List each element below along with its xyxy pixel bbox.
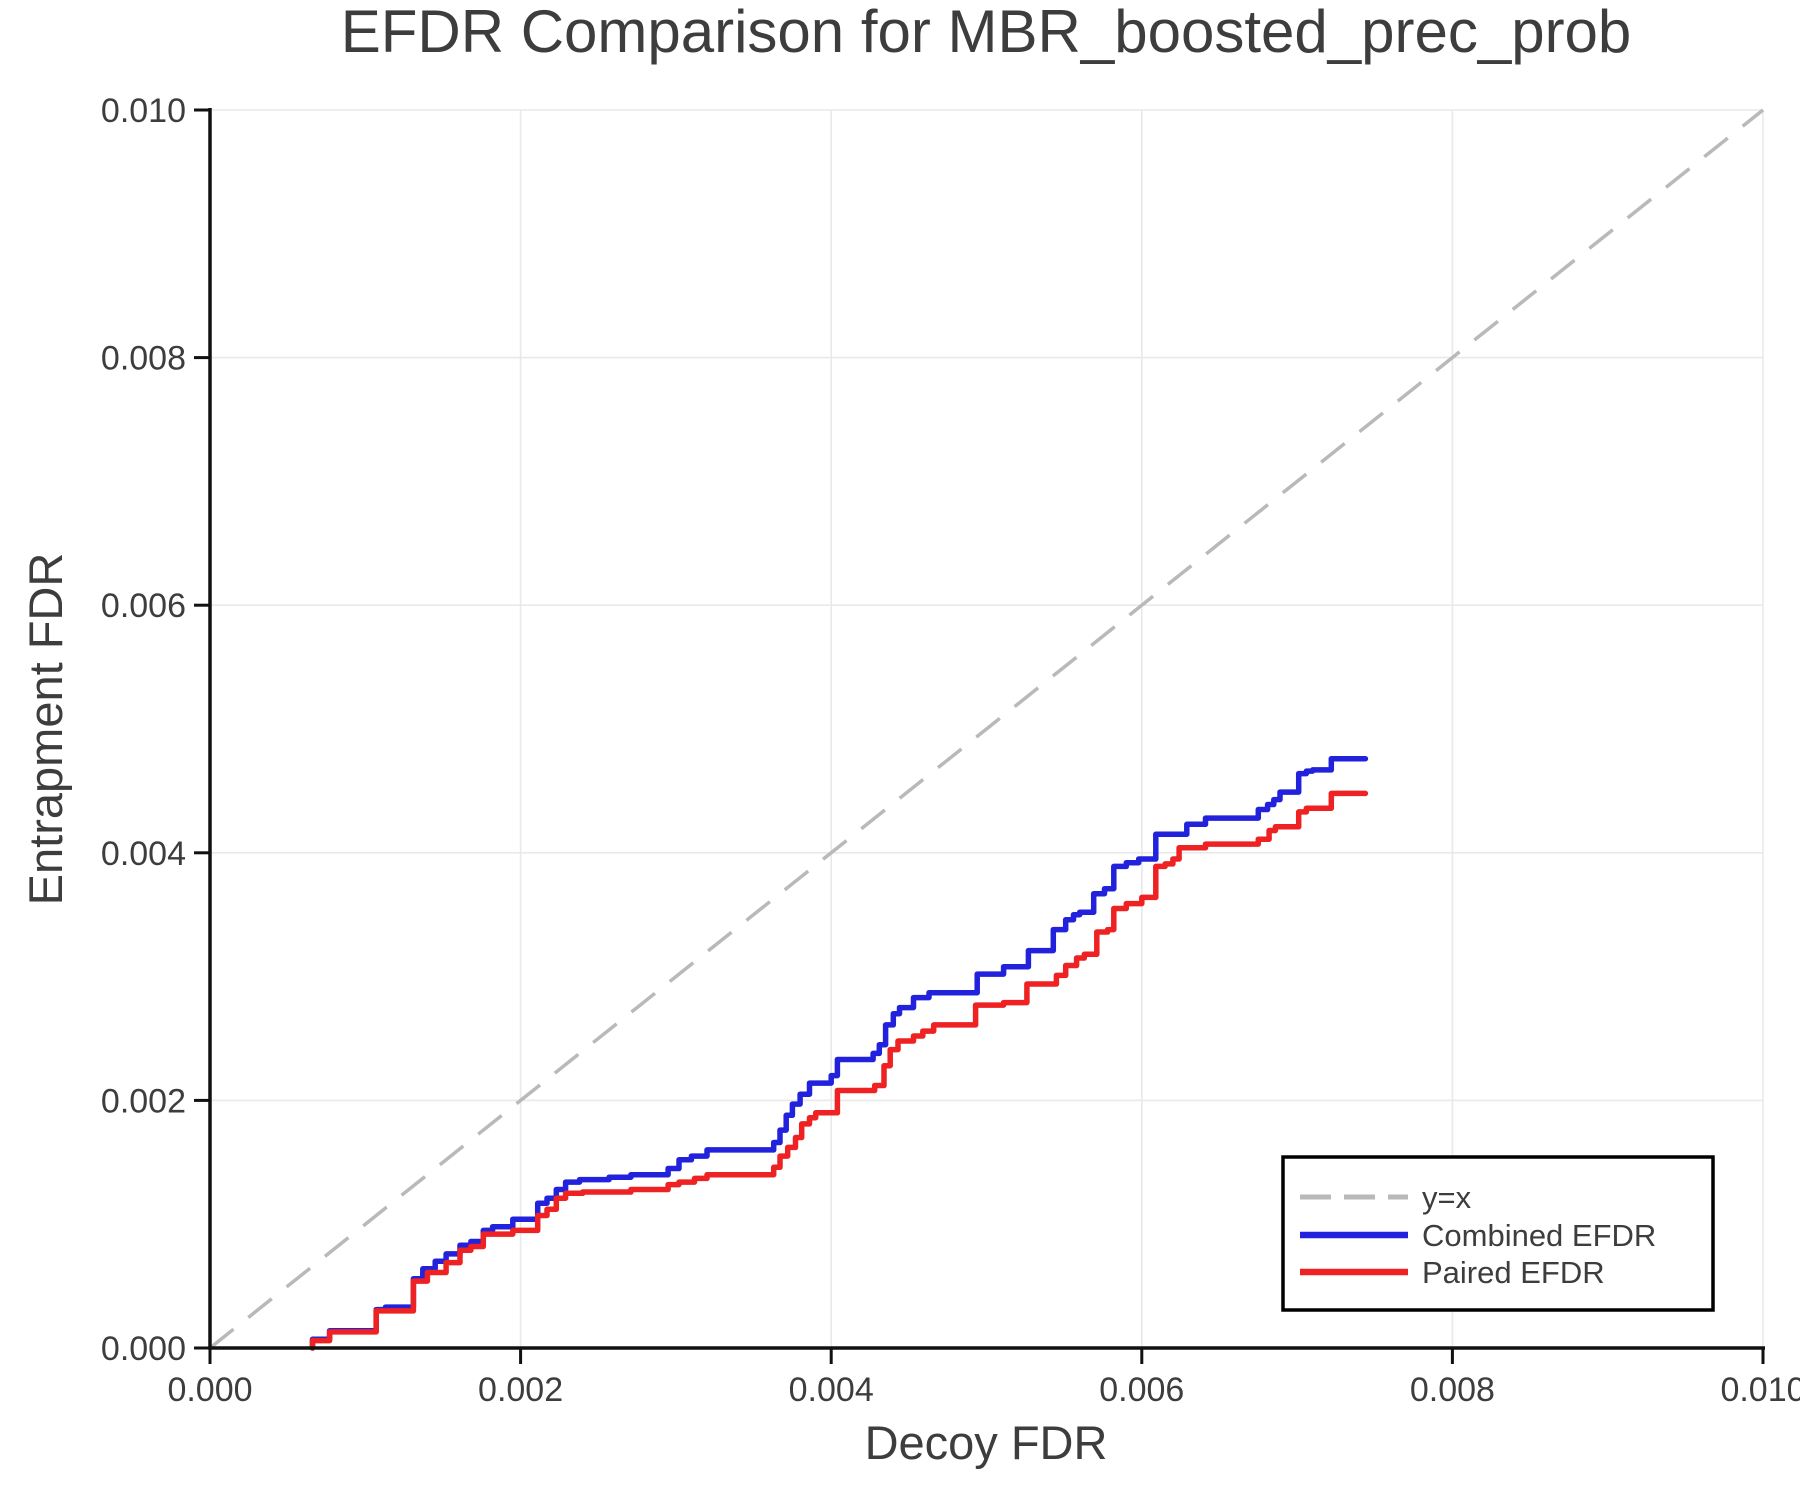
- axis-layer: [194, 108, 1765, 1364]
- x-tick-label: 0.008: [1410, 1371, 1495, 1409]
- paired-efdr-line: [309, 790, 1369, 1351]
- y-tick-label: 0.006: [101, 587, 186, 625]
- legend: y=x Combined EFDR Paired EFDR: [1281, 1155, 1715, 1312]
- series-layer: [208, 108, 1765, 1351]
- y-axis-title: Entrapment FDR: [19, 553, 72, 906]
- x-tick-label: 0.006: [1099, 1371, 1184, 1409]
- x-axis-title: Decoy FDR: [865, 1416, 1108, 1469]
- y-tick-label: 0.008: [101, 340, 186, 378]
- legend-label-combined: Combined EFDR: [1422, 1218, 1656, 1253]
- x-tick-label: 0.002: [478, 1371, 563, 1409]
- legend-label-paired: Paired EFDR: [1422, 1255, 1605, 1290]
- x-tick-label: 0.000: [167, 1371, 252, 1409]
- tick-label-layer: 0.000 0.002 0.004 0.006 0.008 0.010 0.000 0.002…: [101, 92, 1800, 1409]
- chart-title: EFDR Comparison for MBR_boosted_prec_pro…: [341, 0, 1632, 65]
- y-tick-label: 0.002: [101, 1082, 186, 1120]
- x-tick-label: 0.004: [789, 1371, 874, 1409]
- legend-label-diagonal: y=x: [1422, 1180, 1472, 1215]
- y-tick-label: 0.010: [101, 92, 186, 130]
- y-tick-label: 0.000: [101, 1330, 186, 1368]
- y-tick-label: 0.004: [101, 835, 186, 873]
- grid-layer: [210, 109, 1764, 1348]
- x-tick-label: 0.010: [1720, 1371, 1800, 1409]
- y-equals-x-line: [208, 108, 1765, 1350]
